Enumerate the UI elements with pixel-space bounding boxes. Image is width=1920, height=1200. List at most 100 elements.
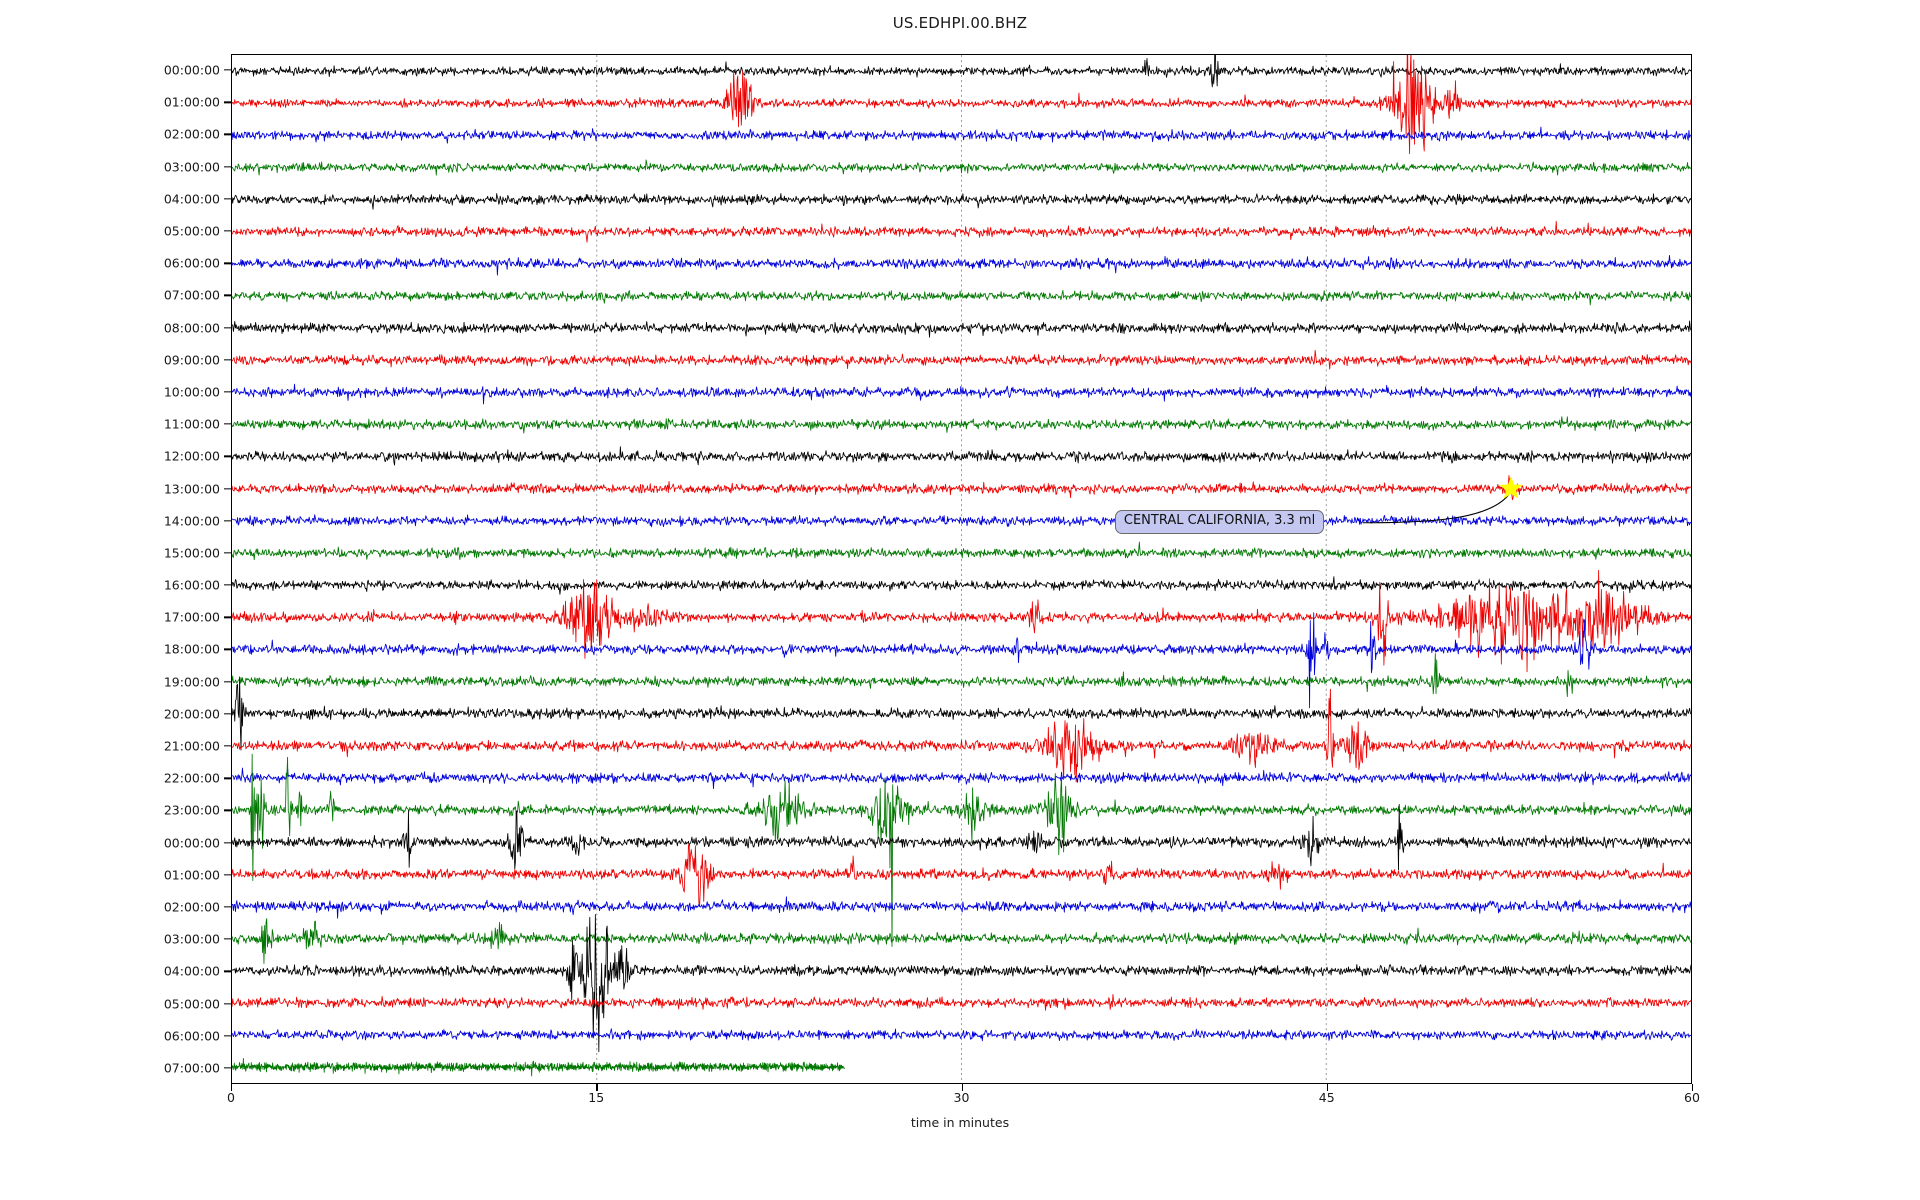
- y-axis-tick-mark: [224, 359, 232, 361]
- y-axis-tick-mark: [224, 166, 232, 168]
- y-axis-tick-label: 01:00:00: [163, 867, 220, 883]
- x-axis-tick-label: 60: [1684, 1090, 1700, 1105]
- trace-line: [232, 653, 1691, 698]
- y-axis-tick-mark: [224, 745, 232, 747]
- y-axis-tick-label: 07:00:00: [163, 1060, 220, 1076]
- y-axis-tick-mark: [224, 906, 232, 908]
- y-axis-tick-label: 15:00:00: [163, 545, 220, 561]
- trace-line: [232, 576, 1691, 595]
- plot-area: [231, 54, 1692, 1084]
- trace-line: [232, 1028, 1691, 1042]
- trace-line: [232, 220, 1691, 243]
- y-axis-tick-label: 08:00:00: [163, 320, 220, 336]
- trace-line: [232, 1057, 846, 1077]
- y-axis-tick-mark: [224, 841, 232, 844]
- y-axis-tick-mark: [224, 230, 232, 232]
- y-axis-tick-label: 03:00:00: [163, 159, 220, 175]
- y-axis-tick-mark: [224, 777, 232, 779]
- x-axis-tick-mark: [1692, 1084, 1694, 1091]
- trace-line: [232, 993, 1691, 1011]
- y-axis-tick-mark: [224, 1035, 232, 1037]
- y-axis-tick-mark: [224, 552, 232, 554]
- y-axis-tick-mark: [224, 101, 232, 103]
- y-axis-tick-mark: [224, 874, 232, 876]
- x-axis-tick-mark: [961, 1084, 963, 1091]
- trace-line: [232, 193, 1691, 210]
- trace-line: [232, 914, 1691, 1053]
- y-axis-tick-mark: [224, 520, 232, 522]
- y-axis-tick-label: 10:00:00: [163, 384, 220, 400]
- y-axis-tick-label: 11:00:00: [163, 416, 220, 432]
- y-axis-tick-label: 06:00:00: [163, 255, 220, 271]
- trace-line: [232, 416, 1691, 434]
- y-axis-tick-mark: [224, 423, 232, 425]
- y-axis-tick-label: 17:00:00: [163, 609, 220, 625]
- y-axis-tick-mark: [224, 326, 232, 329]
- x-axis-tick-mark: [1326, 1084, 1329, 1091]
- y-axis-tick-mark: [224, 616, 232, 618]
- y-axis-tick-label: 14:00:00: [163, 513, 220, 529]
- y-axis-tick-label: 22:00:00: [163, 770, 220, 786]
- y-axis-tick-label: 16:00:00: [163, 577, 220, 593]
- trace-line: [232, 676, 1691, 751]
- trace-line: [232, 383, 1691, 405]
- x-axis-label: time in minutes: [910, 1115, 1010, 1130]
- y-axis-tick-mark: [224, 487, 232, 490]
- page-title: US.EDHPI.00.BHZ: [892, 14, 1028, 32]
- trace-line: [232, 804, 1691, 871]
- trace-line: [232, 570, 1691, 673]
- y-axis-tick-mark: [224, 681, 232, 683]
- y-axis-tick-label: 04:00:00: [163, 963, 220, 979]
- y-axis-tick-mark: [224, 69, 232, 71]
- trace-line: [232, 55, 1691, 88]
- y-axis-tick-label: 06:00:00: [163, 1028, 220, 1044]
- trace-line: [232, 511, 1691, 528]
- x-axis-tick-label: 0: [227, 1090, 235, 1105]
- trace-line: [232, 475, 1691, 501]
- x-axis-tick-label: 30: [953, 1090, 970, 1105]
- y-axis-tick-label: 02:00:00: [163, 899, 220, 915]
- trace-line: [232, 612, 1691, 709]
- trace-line: [232, 446, 1691, 466]
- y-axis-tick-label: 03:00:00: [163, 931, 220, 947]
- trace-line: [232, 349, 1691, 370]
- y-axis-tick-mark: [224, 809, 232, 812]
- trace-line: [232, 753, 1691, 947]
- y-axis-tick-label: 18:00:00: [163, 641, 220, 657]
- y-axis-tick-label: 21:00:00: [163, 738, 220, 754]
- seismic-traces: [232, 55, 1691, 1083]
- y-axis-tick-label: 13:00:00: [163, 481, 220, 497]
- y-axis-tick-mark: [224, 133, 232, 136]
- trace-line: [232, 688, 1691, 783]
- y-axis-tick-label: 00:00:00: [163, 62, 220, 78]
- x-axis-tick-mark: [231, 1084, 233, 1091]
- y-axis-tick-mark: [224, 584, 232, 586]
- trace-line: [232, 918, 1691, 964]
- y-axis-tick-label: 20:00:00: [163, 706, 220, 722]
- event-annotation-label: CENTRAL CALIFORNIA, 3.3 ml: [1114, 509, 1325, 534]
- y-axis-tick-label: 12:00:00: [163, 448, 220, 464]
- x-axis-tick-label: 15: [588, 1090, 605, 1105]
- y-axis-tick-mark: [224, 198, 232, 200]
- y-axis-tick-mark: [224, 1002, 232, 1005]
- y-axis-tick-label: 01:00:00: [163, 94, 220, 110]
- y-axis-tick-label: 02:00:00: [163, 126, 220, 142]
- y-axis-tick-label: 05:00:00: [163, 996, 220, 1012]
- star-icon: [1499, 476, 1523, 499]
- trace-line: [232, 541, 1691, 561]
- y-axis-tick-mark: [224, 938, 232, 940]
- x-axis-tick-label: 45: [1318, 1090, 1335, 1105]
- trace-line: [232, 126, 1691, 144]
- trace-line: [232, 290, 1691, 306]
- y-axis-tick-mark: [224, 648, 232, 651]
- y-axis-tick-label: 04:00:00: [163, 191, 220, 207]
- y-axis-tick-label: 19:00:00: [163, 674, 220, 690]
- y-axis-tick-label: 09:00:00: [163, 352, 220, 368]
- trace-line: [232, 767, 1691, 790]
- trace-line: [232, 320, 1691, 338]
- trace-line: [232, 55, 1691, 155]
- y-axis-tick-mark: [224, 391, 232, 393]
- y-axis-tick-label: 23:00:00: [163, 802, 220, 818]
- x-axis-tick-mark: [596, 1084, 598, 1091]
